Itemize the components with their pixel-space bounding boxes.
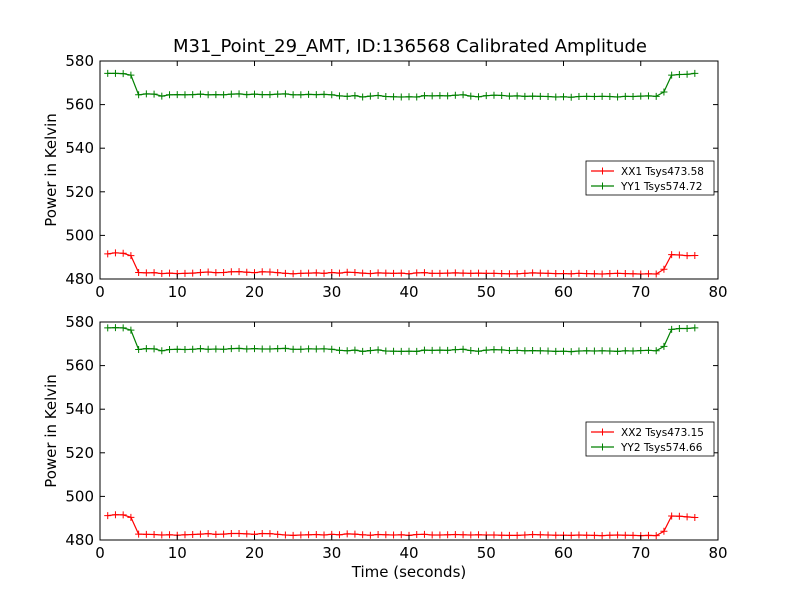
y-tick-label: 500 bbox=[65, 487, 94, 505]
y-tick-label: 540 bbox=[65, 400, 94, 418]
y-tick-label: 580 bbox=[65, 313, 94, 331]
y-axis-label: Power in Kelvin bbox=[42, 374, 60, 488]
x-tick-label: 50 bbox=[477, 283, 496, 301]
x-tick-label: 50 bbox=[477, 544, 496, 562]
y-tick-label: 480 bbox=[65, 270, 94, 288]
x-tick-label: 30 bbox=[322, 283, 341, 301]
x-tick-label: 40 bbox=[399, 283, 418, 301]
x-tick-label: 70 bbox=[631, 544, 650, 562]
legend: XX1 Tsys473.58 YY1 Tsys574.72 bbox=[586, 161, 714, 195]
x-tick-label: 0 bbox=[95, 544, 105, 562]
x-tick-label: 70 bbox=[631, 283, 650, 301]
legend-label: YY1 Tsys574.72 bbox=[620, 181, 702, 193]
x-tick-label: 30 bbox=[322, 544, 341, 562]
y-tick-label: 500 bbox=[65, 226, 94, 244]
x-tick-label: 20 bbox=[245, 283, 264, 301]
x-tick-label: 80 bbox=[708, 283, 727, 301]
x-tick-label: 10 bbox=[168, 283, 187, 301]
y-tick-label: 520 bbox=[65, 444, 94, 462]
y-tick-label: 520 bbox=[65, 183, 94, 201]
x-tick-label: 10 bbox=[168, 544, 187, 562]
chart-title: M31_Point_29_AMT, ID:136568 Calibrated A… bbox=[173, 36, 647, 57]
x-tick-label: 20 bbox=[245, 544, 264, 562]
legend: XX2 Tsys473.15 YY2 Tsys574.66 bbox=[586, 422, 714, 456]
x-tick-label: 60 bbox=[554, 544, 573, 562]
y-tick-label: 560 bbox=[65, 96, 94, 114]
x-tick-label: 80 bbox=[708, 544, 727, 562]
y-tick-label: 580 bbox=[65, 52, 94, 70]
x-tick-label: 40 bbox=[399, 544, 418, 562]
x-tick-label: 60 bbox=[554, 283, 573, 301]
y-tick-label: 480 bbox=[65, 531, 94, 549]
x-tick-label: 0 bbox=[95, 283, 105, 301]
legend-label: XX1 Tsys473.58 bbox=[621, 166, 704, 178]
y-tick-label: 560 bbox=[65, 357, 94, 375]
y-tick-label: 540 bbox=[65, 139, 94, 157]
legend-label: YY2 Tsys574.66 bbox=[620, 442, 703, 454]
legend-label: XX2 Tsys473.15 bbox=[621, 427, 704, 439]
x-axis-label: Time (seconds) bbox=[351, 563, 467, 581]
y-axis-label: Power in Kelvin bbox=[42, 113, 60, 227]
